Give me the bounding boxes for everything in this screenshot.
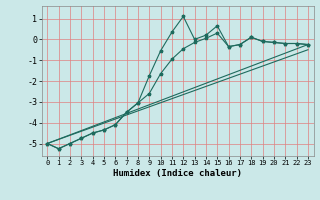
X-axis label: Humidex (Indice chaleur): Humidex (Indice chaleur)	[113, 169, 242, 178]
